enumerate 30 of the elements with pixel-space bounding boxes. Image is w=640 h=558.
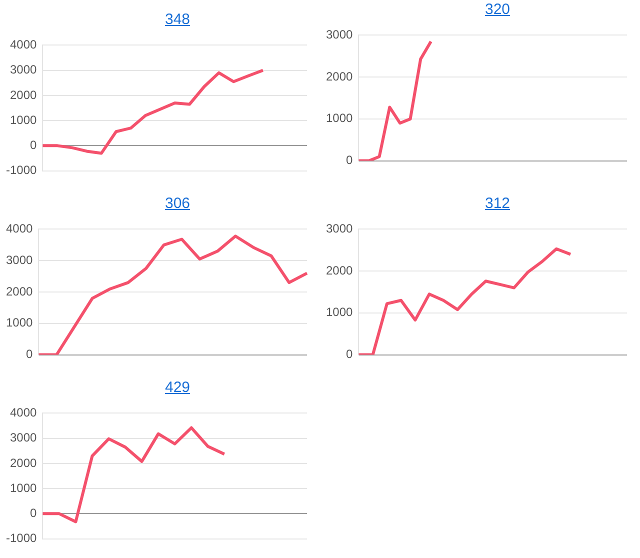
y-tick-label: 1000: [10, 480, 38, 495]
y-tick-label: 0: [30, 506, 38, 520]
y-tick-label: 0: [346, 347, 354, 362]
chart-title: 306: [164, 194, 192, 214]
chart-title: 429: [164, 378, 192, 398]
y-tick-label: 0: [30, 138, 38, 152]
y-tick-label: 3000: [10, 430, 38, 445]
y-tick-label: 4000: [6, 222, 34, 236]
y-tick-label: 2000: [326, 69, 354, 84]
y-tick-label: 1000: [326, 305, 354, 320]
y-tick-label: 1000: [326, 111, 354, 126]
y-tick-label: 0: [26, 347, 34, 362]
y-tick-label: 2000: [326, 263, 354, 278]
chart-title: 320: [484, 0, 512, 20]
y-tick-label: -1000: [6, 531, 38, 546]
y-tick-label: 3000: [10, 62, 38, 77]
y-tick-label: 2000: [6, 284, 34, 298]
y-tick-label: 3000: [326, 28, 354, 42]
y-tick-label: 1000: [10, 112, 38, 127]
y-tick-label: 2000: [10, 456, 38, 470]
y-tick-label: 4000: [10, 406, 38, 420]
chart-title: 348: [164, 10, 192, 30]
y-tick-label: 3000: [6, 252, 34, 267]
y-tick-label: 1000: [6, 316, 34, 330]
y-tick-label: 2000: [10, 88, 38, 102]
y-tick-label: -1000: [6, 163, 38, 178]
y-tick-label: 4000: [10, 38, 38, 52]
chart-title: 312: [484, 194, 512, 214]
y-tick-label: 0: [346, 153, 354, 168]
y-tick-label: 3000: [326, 222, 354, 236]
